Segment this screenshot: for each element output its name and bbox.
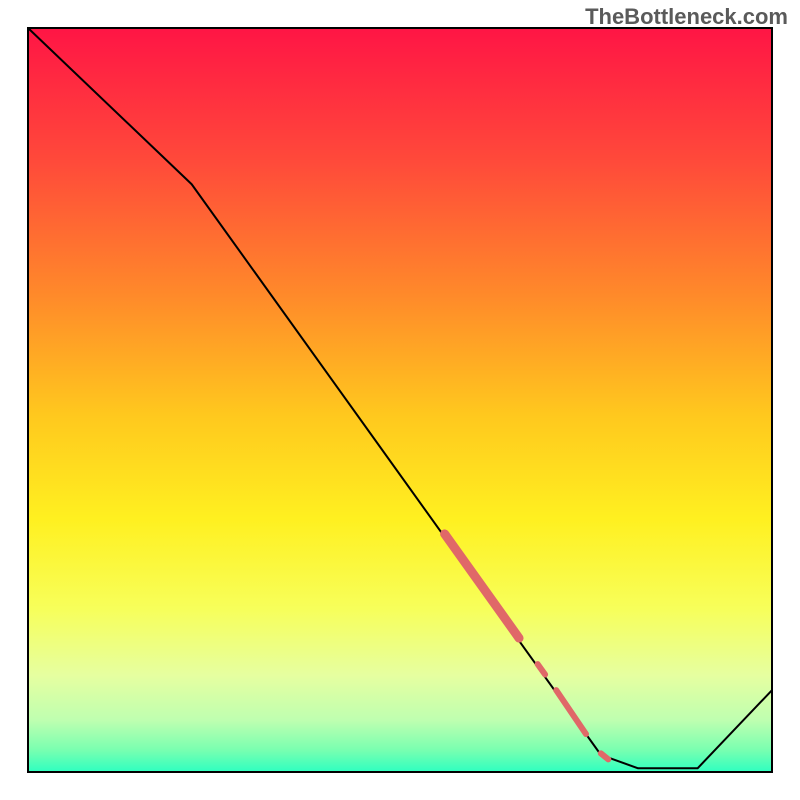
bottleneck-chart: TheBottleneck.com — [0, 0, 800, 800]
chart-background — [28, 28, 772, 772]
chart-svg — [0, 0, 800, 800]
watermark-text: TheBottleneck.com — [585, 4, 788, 30]
